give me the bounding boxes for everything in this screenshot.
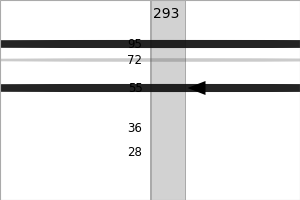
- Text: 95: 95: [128, 38, 142, 50]
- Bar: [150, 0, 152, 200]
- Bar: [184, 0, 186, 200]
- Text: 55: 55: [128, 82, 142, 95]
- Text: 293: 293: [153, 7, 180, 21]
- Bar: [150, 0, 186, 200]
- Ellipse shape: [0, 40, 300, 48]
- Ellipse shape: [0, 58, 300, 62]
- Text: 36: 36: [128, 121, 142, 134]
- Text: 28: 28: [128, 146, 142, 158]
- Polygon shape: [188, 81, 206, 95]
- Ellipse shape: [0, 84, 300, 92]
- Text: 72: 72: [128, 53, 142, 66]
